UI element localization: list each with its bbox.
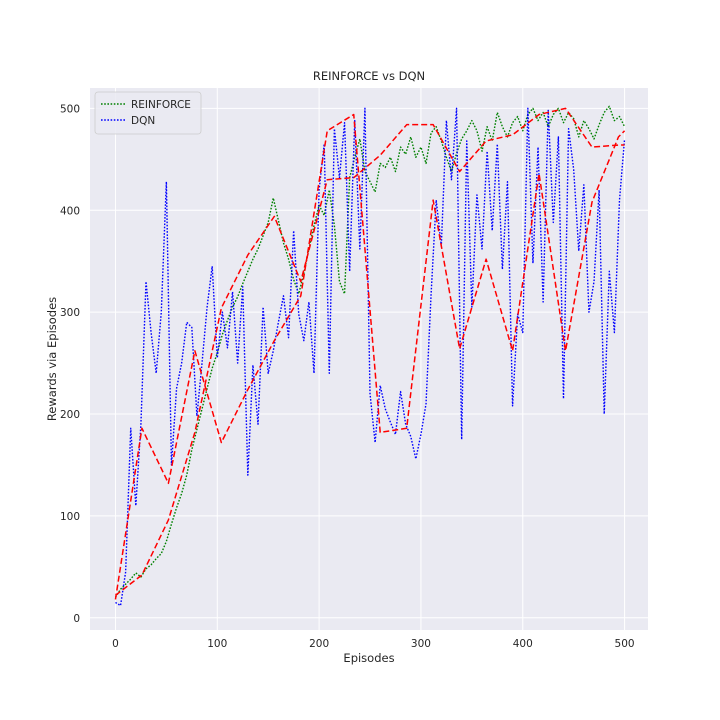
grid: [90, 88, 648, 630]
y-axis-ticks: 0 100 200 300 400 500: [60, 103, 80, 624]
legend-label: REINFORCE: [131, 99, 191, 111]
x-tick-label: 500: [615, 638, 635, 650]
y-axis-label: Rewards via Episodes: [45, 297, 59, 421]
legend-box: [94, 91, 202, 135]
y-tick-label: 200: [60, 409, 80, 421]
legend: REINFORCE DQN: [94, 91, 202, 135]
x-axis-ticks: 0 100 200 300 400 500: [112, 638, 634, 650]
x-tick-label: 400: [513, 638, 533, 650]
series-line-reinforce: [114, 105, 626, 598]
y-tick-label: 100: [60, 511, 80, 523]
chart-title: REINFORCE vs DQN: [313, 69, 425, 83]
x-axis-label: Episodes: [343, 651, 394, 665]
y-tick-label: 0: [73, 613, 80, 625]
series-line-red-dashed-3: [114, 113, 626, 600]
x-tick-label: 300: [411, 638, 431, 650]
series-line-red-dashed-2: [115, 107, 625, 596]
legend-label: DQN: [131, 115, 155, 127]
x-tick-label: 0: [112, 638, 119, 650]
series-line-dqn: [115, 107, 626, 607]
y-tick-label: 500: [60, 103, 80, 115]
y-tick-label: 400: [60, 205, 80, 217]
x-tick-label: 200: [309, 638, 329, 650]
series-layer: [114, 105, 626, 607]
x-tick-label: 100: [207, 638, 227, 650]
y-tick-label: 300: [60, 307, 80, 319]
